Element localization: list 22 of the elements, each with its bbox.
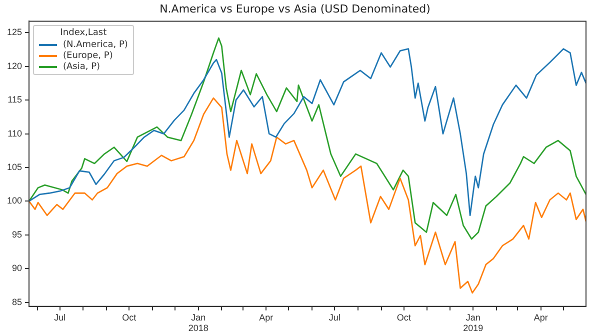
legend-label: (N.America, P) <box>63 40 128 50</box>
x-tick-label: Oct <box>122 312 137 322</box>
x-tick-label: Apr <box>534 312 548 322</box>
legend-label: (Europe, P) <box>63 50 113 61</box>
y-tick-label: 100 <box>6 196 22 206</box>
y-tick-label: 105 <box>6 162 22 172</box>
chart-title: N.America vs Europe vs Asia (USD Denominated) <box>160 2 430 16</box>
x-tick-label: Oct <box>396 312 412 322</box>
x-tick-label: Jan 2019 <box>463 312 484 334</box>
y-tick-label: 120 <box>6 60 22 71</box>
x-tick-label: Jan 2018 <box>188 312 208 334</box>
y-tick-label: 125 <box>6 27 22 38</box>
legend-title: Index,Last <box>59 28 108 38</box>
legend-label: (Asia, P) <box>63 62 100 72</box>
x-tick-label: Jul <box>328 312 340 322</box>
y-tick-label: 95 <box>12 229 22 240</box>
x-tick-label: Apr <box>259 312 274 322</box>
x-tick-label: Jul <box>54 312 66 322</box>
y-tick-label: 90 <box>12 263 22 274</box>
y-tick-label: 115 <box>8 94 22 105</box>
y-tick-label: 85 <box>12 296 22 307</box>
y-tick-label: 110 <box>8 128 22 138</box>
